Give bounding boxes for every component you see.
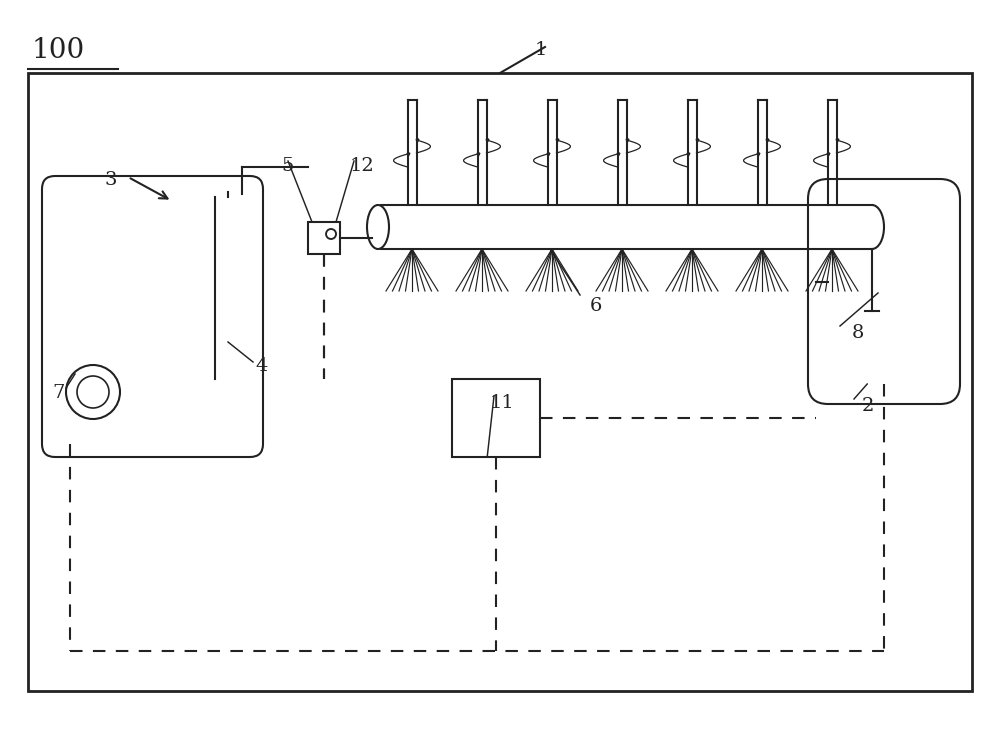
Text: 7: 7 bbox=[52, 384, 64, 402]
Text: 8: 8 bbox=[852, 324, 864, 342]
Text: 11: 11 bbox=[490, 394, 514, 412]
Bar bbox=[308, 222, 340, 254]
Text: 2: 2 bbox=[862, 397, 874, 415]
Bar bbox=[28, 73, 972, 691]
Ellipse shape bbox=[367, 205, 389, 249]
Text: 5: 5 bbox=[282, 157, 294, 175]
Bar bbox=[452, 379, 540, 457]
Text: 3: 3 bbox=[105, 171, 118, 189]
Text: 100: 100 bbox=[32, 37, 85, 64]
Text: 1: 1 bbox=[535, 41, 547, 59]
Text: 6: 6 bbox=[590, 297, 602, 315]
Text: 12: 12 bbox=[350, 157, 374, 175]
Text: 4: 4 bbox=[255, 357, 267, 375]
